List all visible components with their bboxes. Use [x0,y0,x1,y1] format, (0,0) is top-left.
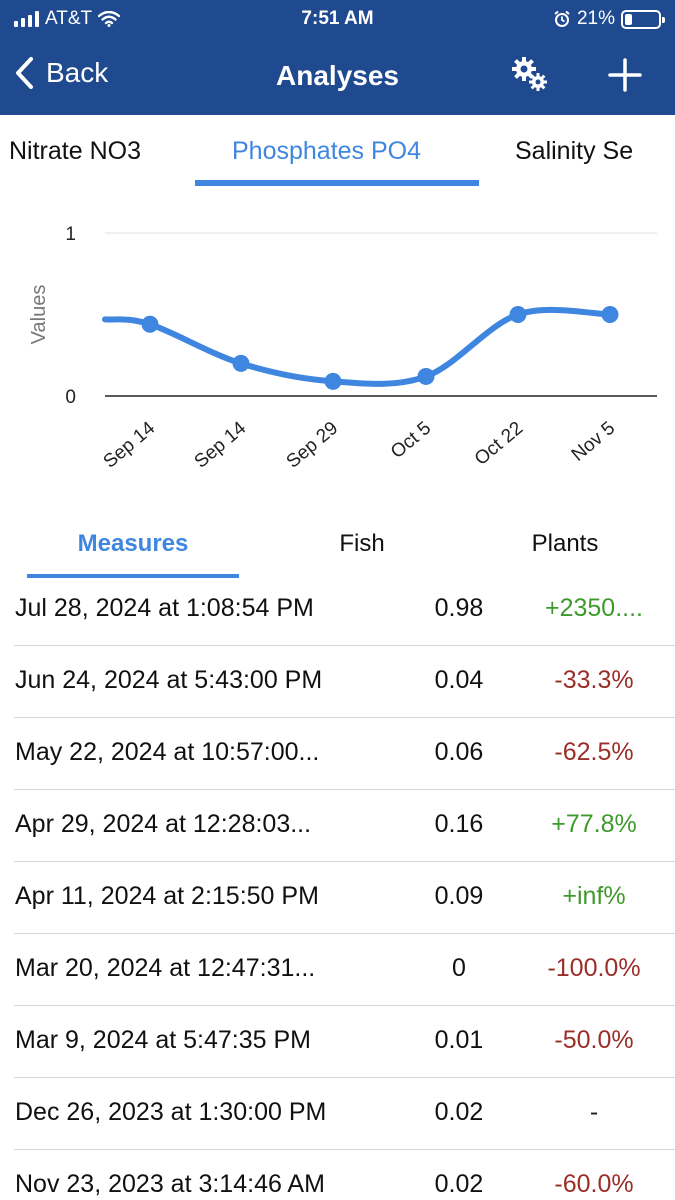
data-point [509,306,527,323]
x-tick-label: Sep 14 [191,417,251,472]
measure-change: - [589,1098,599,1126]
measures-list: Jul 28, 2024 at 1:08:54 PM 0.98 +2350.... J… [0,574,675,1200]
measure-date: Mar 20, 2024 at 12:47:31... [15,954,316,982]
measure-value: 0.02 [434,1098,484,1126]
x-tick-label: Oct 22 [471,418,527,470]
alarm-icon [554,10,570,27]
measure-change: +77.8% [551,810,637,838]
measure-change: -100.0% [547,954,641,982]
series-line [102,306,613,387]
measure-value: 0.16 [434,810,484,838]
active-tab-indicator [195,180,479,186]
tab-plants[interactable]: Plants [531,530,599,557]
wifi-icon [98,11,121,27]
table-row[interactable]: Apr 11, 2024 at 2:15:50 PM 0.09 +inf% [0,862,675,934]
x-tick-label: Oct 5 [387,418,435,463]
status-bar: AT&T 7:51 AM 21% [0,0,675,40]
data-point [324,372,342,390]
measure-value: 0.06 [434,738,484,766]
page-title: Analyses [276,60,399,91]
navigation-bar: Back Analyses [0,40,675,115]
phosphates-chart: 0 1 Values Sep 14 Sep 14 Sep 29 Oct 5 Oct 22 Nov… [0,200,675,510]
table-row[interactable]: Jun 24, 2024 at 5:43:00 PM 0.04 -33.3% [0,646,675,718]
measure-value: 0.01 [434,1026,484,1054]
app-header: AT&T 7:51 AM 21% Back Analy [0,0,675,115]
data-point [141,315,159,333]
add-button[interactable] [605,55,645,95]
tab-salinity[interactable]: Salinity Se [515,137,634,165]
back-label: Back [46,57,109,88]
measure-value: 0.02 [434,1170,484,1198]
status-left: AT&T [14,8,121,30]
measure-value: 0 [452,954,466,982]
x-tick-label: Sep 14 [100,417,160,472]
measure-date: Nov 23, 2023 at 3:14:46 AM [15,1170,325,1198]
measure-change: +2350.... [545,594,643,622]
y-tick-label: 1 [65,224,76,245]
signal-icon [14,11,39,27]
measure-date: Dec 26, 2023 at 1:30:00 PM [15,1098,327,1126]
measure-value: 0.09 [434,882,484,910]
measure-date: Apr 11, 2024 at 2:15:50 PM [15,882,319,910]
measure-date: Mar 9, 2024 at 5:47:35 PM [15,1026,312,1054]
table-row[interactable]: Mar 20, 2024 at 12:47:31... 0 -100.0% [0,934,675,1006]
measure-date: Apr 29, 2024 at 12:28:03... [15,810,312,838]
measure-date: Jul 28, 2024 at 1:08:54 PM [15,594,314,622]
status-right: 21% [553,8,665,30]
settings-button[interactable] [510,55,550,95]
table-row[interactable]: Mar 9, 2024 at 5:47:35 PM 0.01 -50.0% [0,1006,675,1078]
tab-measures[interactable]: Measures [77,530,189,557]
chevron-left-icon [16,57,33,89]
data-point [232,354,250,372]
line-chart: 0 1 Values Sep 14 Sep 14 Sep 29 Oct 5 Oct 22 Nov… [28,224,657,473]
table-row[interactable]: Nov 23, 2023 at 3:14:46 AM 0.02 -60.0% [0,1150,675,1200]
measure-value: 0.04 [434,666,484,694]
battery-icon [621,9,665,29]
data-point [601,306,619,323]
tab-phosphates[interactable]: Phosphates PO4 [232,137,422,165]
status-time: 7:51 AM [301,8,374,29]
y-axis-label: Values [28,285,50,345]
measure-date: May 22, 2024 at 10:57:00... [15,738,320,766]
tab-nitrate[interactable]: Nitrate NO3 [9,137,141,165]
back-button[interactable]: Back [14,56,108,90]
tab-fish[interactable]: Fish [339,530,385,557]
measure-tabs: Measures Fish Plants [0,520,675,580]
measure-change: -33.3% [554,666,634,694]
measure-change: +inf% [562,882,626,910]
table-row[interactable]: May 22, 2024 at 10:57:00... 0.06 -62.5% [0,718,675,790]
table-row[interactable]: Apr 29, 2024 at 12:28:03... 0.16 +77.8% [0,790,675,862]
plus-icon [608,58,642,92]
measure-change: -62.5% [554,738,634,766]
active-subtab-indicator [27,574,239,578]
measure-value: 0.98 [434,594,484,622]
table-row[interactable]: Dec 26, 2023 at 1:30:00 PM 0.02 - [0,1078,675,1150]
table-row[interactable]: Jul 28, 2024 at 1:08:54 PM 0.98 +2350.... [0,574,675,646]
carrier-label: AT&T [45,8,93,29]
x-tick-label: Sep 29 [283,418,343,473]
measure-change: -50.0% [554,1026,634,1054]
data-point [417,367,435,385]
y-tick-label: 0 [65,387,76,408]
x-tick-label: Nov 5 [568,418,620,466]
measure-change: -60.0% [554,1170,634,1198]
analysis-tabs: Nitrate NO3 Phosphates PO4 Salinity Se [0,115,675,190]
measure-date: Jun 24, 2024 at 5:43:00 PM [15,666,323,694]
gear-icon [512,57,547,91]
battery-percent: 21% [576,8,615,29]
